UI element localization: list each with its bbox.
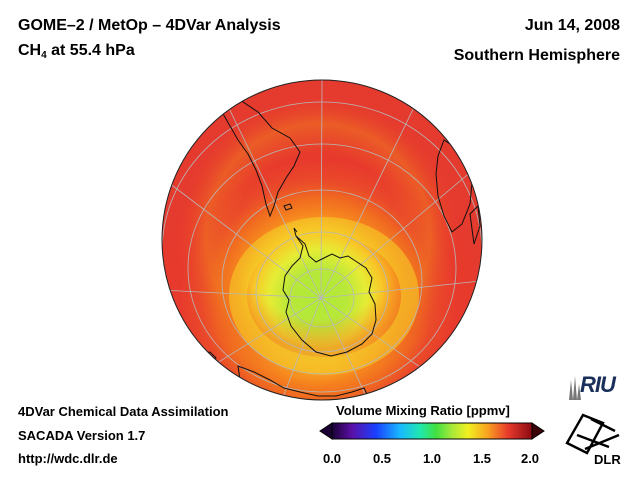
analysis-date: Jun 14, 2008 <box>524 17 620 34</box>
meridians <box>162 80 482 400</box>
antarctic-peninsula <box>293 227 298 237</box>
riu-logo: RIU <box>580 372 616 397</box>
colorbar-tick: 1.0 <box>422 451 442 466</box>
colorbar-tick: 1.5 <box>472 451 492 466</box>
colorbar-tick: 0.5 <box>372 451 392 466</box>
colorbar-tick: 0.0 <box>322 451 342 466</box>
dlr-logo-icon <box>565 413 620 455</box>
antarctica-coast <box>282 235 377 357</box>
colorbar-title: Volume Mixing Ratio [ppmv] <box>336 403 510 418</box>
species-subscript: 4 <box>41 50 47 61</box>
colorbar-gradient <box>331 422 533 440</box>
riu-logo-icon <box>569 376 581 400</box>
colorbar-tick: 2.0 <box>520 451 540 466</box>
new-zealand-coast <box>189 351 217 371</box>
falklands <box>283 203 293 211</box>
colorbar-right-arrow <box>531 422 545 440</box>
footer-system: 4DVar Chemical Data Assimilation <box>18 404 229 419</box>
colorbar-left-arrow <box>319 422 333 440</box>
species-suffix: at 55.4 hPa <box>46 42 135 59</box>
hemisphere-label: Southern Hemisphere <box>453 47 620 64</box>
globe-outline <box>161 79 483 401</box>
ch4-ring <box>229 217 419 375</box>
madagascar-coast <box>469 204 481 245</box>
species-level-label: CH4 at 55.4 hPa <box>18 42 135 61</box>
colorbar <box>319 422 545 440</box>
dlr-logo: DLR <box>594 452 621 467</box>
map-title: GOME–2 / MetOp – 4DVar Analysis <box>18 17 281 34</box>
south-america-coast <box>221 95 301 218</box>
species-prefix: CH <box>18 42 42 59</box>
footer-version: SACADA Version 1.7 <box>18 428 146 443</box>
footer-url[interactable]: http://wdc.dlr.de <box>18 451 118 466</box>
